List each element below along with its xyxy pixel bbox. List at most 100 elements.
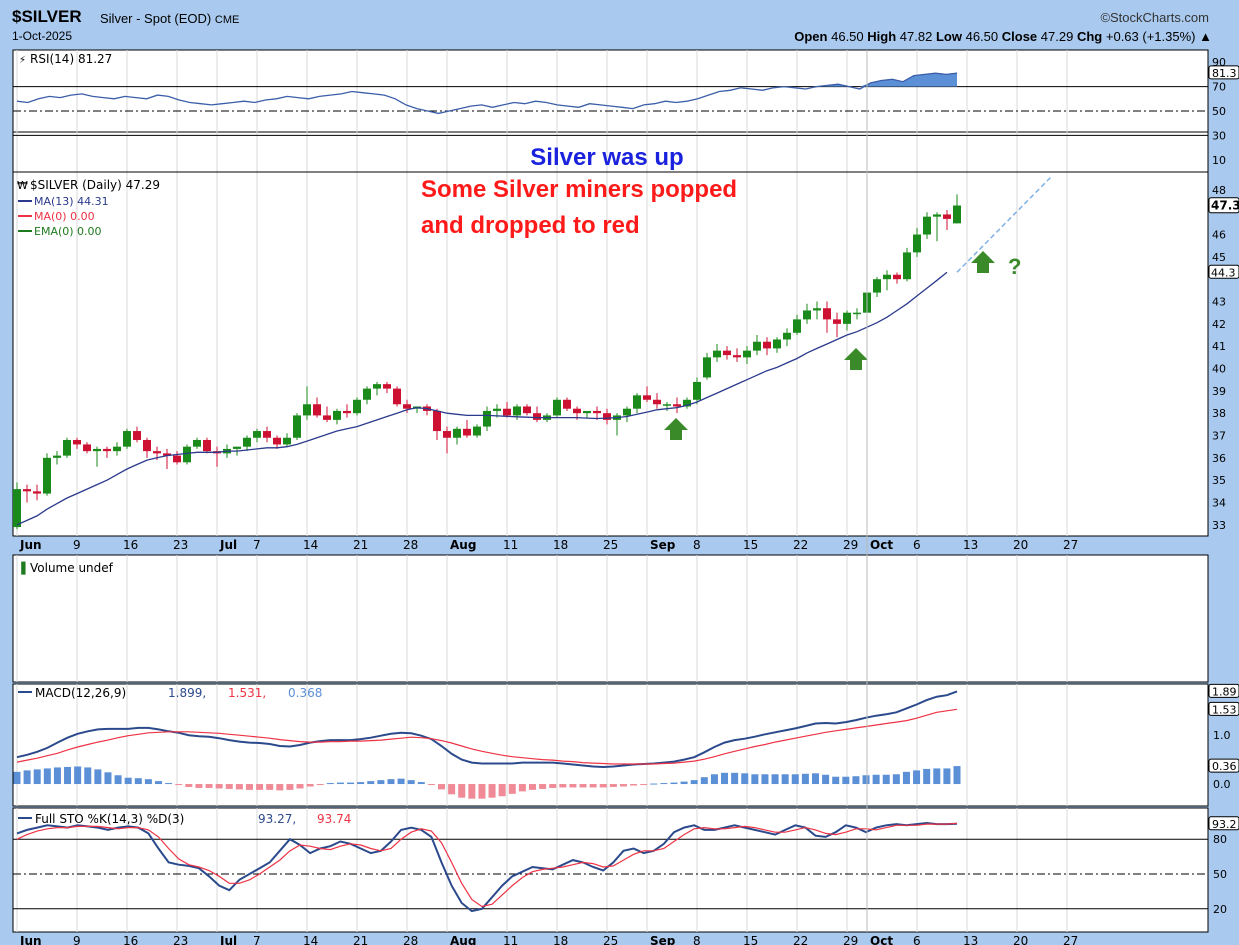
macd-histogram-bar	[144, 779, 152, 785]
macd-histogram-bar	[862, 775, 870, 785]
candle-body	[343, 410, 351, 414]
price-last-box	[1208, 197, 1239, 214]
candle-body	[653, 399, 661, 405]
macd-histogram-bar	[599, 784, 607, 788]
candle-body	[53, 455, 61, 458]
macd-histogram-bar	[761, 774, 769, 785]
panel-gap	[12, 131, 1209, 173]
macd-histogram-bar	[276, 784, 284, 791]
price-tick-label: 45	[1212, 251, 1226, 264]
macd-last-label: 0.36	[1212, 760, 1237, 773]
macd-histogram-bar	[347, 782, 355, 785]
macd-histogram-bar	[549, 784, 557, 788]
sto-tick-label: 20	[1213, 903, 1227, 916]
macd-histogram-bar	[427, 784, 435, 786]
candle-body	[233, 446, 241, 449]
sto-tick-label: 80	[1213, 833, 1227, 846]
candle-body	[143, 439, 151, 452]
exchange-text: CME	[214, 14, 240, 26]
candle-body	[693, 381, 701, 400]
macd-histogram-bar	[165, 783, 173, 785]
candle-body	[943, 214, 951, 219]
macd-histogram-bar	[478, 784, 486, 799]
x-axis-label: 7	[253, 538, 261, 552]
macd-histogram-bar	[357, 782, 365, 785]
x-axis-label: Jul	[219, 934, 237, 945]
candle-body	[203, 439, 211, 452]
candle-body	[953, 205, 961, 224]
x-axis-label: Oct	[870, 934, 893, 945]
macd-histogram-bar	[892, 774, 900, 785]
candle-body	[303, 404, 311, 416]
trend-projection-line	[956, 175, 1053, 273]
candle-body	[93, 448, 101, 452]
arrow-up-icon	[664, 418, 688, 440]
macd-histogram-bar	[438, 784, 446, 790]
sto-tick-label: 50	[1213, 868, 1227, 881]
panel-vol	[12, 554, 1209, 683]
candle-body	[103, 448, 111, 452]
macd-histogram-bar	[458, 784, 466, 798]
candle-body	[13, 489, 21, 528]
candle-body	[713, 350, 721, 358]
price-tick-label: 46	[1212, 229, 1226, 242]
macd-histogram-bar	[488, 784, 496, 798]
volume-title: Volume undef	[30, 561, 114, 575]
candle-body	[473, 426, 481, 436]
symbol-title: $SILVER	[12, 7, 82, 26]
stockcharts-brand[interactable]: ©StockCharts.com	[1100, 10, 1209, 25]
x-axis-label: 15	[743, 538, 758, 552]
volume-icon: ▐	[17, 561, 26, 575]
candle-body	[393, 388, 401, 405]
candle-body	[893, 274, 901, 280]
macd-histogram-bar	[731, 772, 739, 785]
macd-histogram-bar	[377, 780, 385, 785]
macd-histogram-bar	[801, 773, 809, 785]
candle-body	[923, 216, 931, 235]
macd-legend-value: 1.531,	[228, 686, 266, 700]
candle-body	[723, 350, 731, 356]
candle-body	[753, 341, 761, 351]
x-axis-label: 13	[963, 538, 978, 552]
macd-histogram-bar	[811, 773, 819, 785]
chg-label: Chg	[1076, 29, 1103, 44]
candle-body	[373, 384, 381, 389]
candle-body	[913, 234, 921, 253]
close-value: 47.29	[1040, 29, 1074, 44]
candle-body	[673, 404, 681, 407]
macd-histogram-bar	[13, 771, 21, 785]
x-axis-label: 14	[303, 934, 318, 945]
macd-histogram-bar	[569, 784, 577, 788]
price-tick-label: 43	[1212, 296, 1226, 309]
candle-body	[873, 279, 881, 293]
panel-macd	[12, 683, 1209, 807]
candle-body	[563, 399, 571, 409]
macd-histogram-bar	[245, 784, 253, 790]
x-axis-label: Oct	[870, 538, 893, 552]
candle-body	[593, 410, 601, 414]
x-axis-label: 18	[553, 934, 568, 945]
x-axis-label: Jul	[219, 538, 237, 552]
candle-body	[703, 357, 711, 378]
x-axis-label: Jun	[19, 538, 42, 552]
macd-histogram-bar	[852, 776, 860, 785]
x-axis-label: 6	[913, 538, 921, 552]
macd-histogram-bar	[94, 769, 102, 785]
macd-histogram-bar	[397, 778, 405, 785]
candle-body	[273, 437, 281, 445]
description-text: Silver - Spot (EOD)	[100, 11, 212, 26]
candle-body	[483, 410, 491, 427]
candle-body	[843, 312, 851, 324]
x-axis-label: Aug	[450, 934, 476, 945]
open-value: 46.50	[831, 29, 864, 44]
x-axis-label: 22	[793, 934, 808, 945]
candle-body	[853, 312, 861, 315]
sto-last-label: 93.2	[1212, 818, 1237, 831]
x-axis-label: Aug	[450, 538, 476, 552]
close-label: Close	[1001, 29, 1038, 44]
x-axis-label: Sep	[650, 934, 676, 945]
macd-histogram-bar	[630, 784, 638, 786]
price-tick-label: 39	[1212, 385, 1226, 398]
sto-line-d	[16, 822, 958, 908]
macd-histogram-bar	[741, 773, 749, 785]
